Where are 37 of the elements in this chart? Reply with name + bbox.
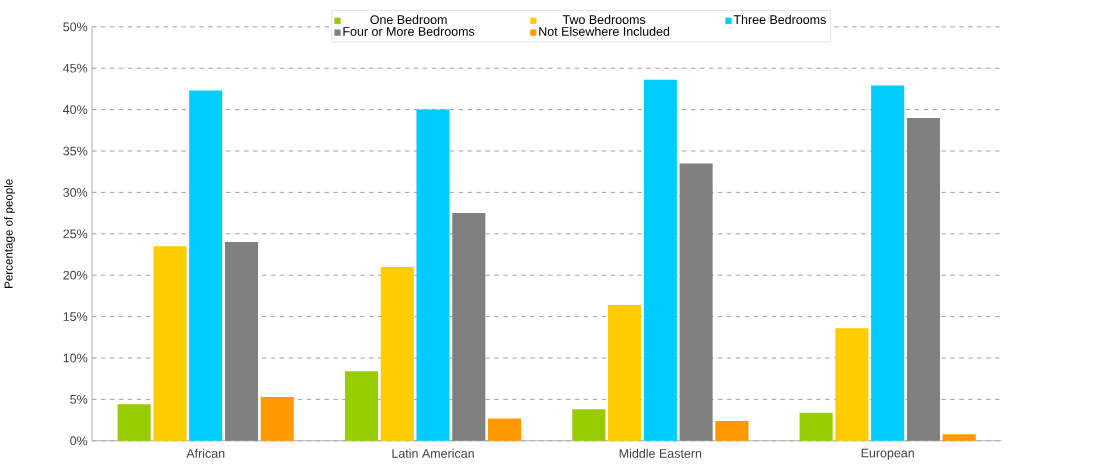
bar: [260, 396, 294, 441]
y-tick-label: 10%: [63, 353, 88, 363]
y-tick-label: 30%: [63, 187, 88, 197]
bar: [715, 420, 749, 441]
bar: [835, 328, 869, 441]
bar: [153, 246, 187, 441]
bar: [189, 90, 223, 441]
y-axis-title: Percentage of people: [4, 179, 15, 288]
x-tick-label: European: [861, 448, 914, 460]
bar: [344, 371, 379, 441]
x-tick-label: African: [186, 448, 225, 458]
y-tick-label: 50%: [63, 22, 88, 32]
y-tick-label: 35%: [63, 146, 88, 156]
y-tick-label: 45%: [63, 63, 88, 73]
legend-label: Four or More Bedrooms: [343, 26, 475, 36]
bar: [416, 109, 450, 441]
legend-label: Not Elsewhere Included: [539, 26, 670, 36]
bar: [117, 404, 151, 441]
x-tick-label: Middle Eastern: [619, 448, 702, 458]
y-tick-label: 0%: [70, 436, 88, 446]
x-tick-label: Latin American: [392, 448, 474, 458]
bar: [799, 412, 833, 441]
bar: [942, 434, 976, 441]
bar: [871, 85, 905, 441]
y-tick-label: 40%: [63, 105, 88, 114]
y-tick-label: 15%: [63, 312, 88, 321]
legend-label: Three Bedrooms: [733, 14, 826, 25]
legend-label: Two Bedrooms: [562, 14, 646, 25]
legend-label: One Bedroom: [370, 14, 447, 25]
y-tick-label: 20%: [63, 270, 88, 280]
y-tick-label: 5%: [70, 394, 88, 404]
y-tick-label: 25%: [63, 229, 88, 239]
bar: [643, 79, 677, 441]
bar: [380, 266, 414, 441]
bar: [608, 304, 642, 441]
bar: [572, 409, 606, 441]
bar: [488, 418, 522, 441]
